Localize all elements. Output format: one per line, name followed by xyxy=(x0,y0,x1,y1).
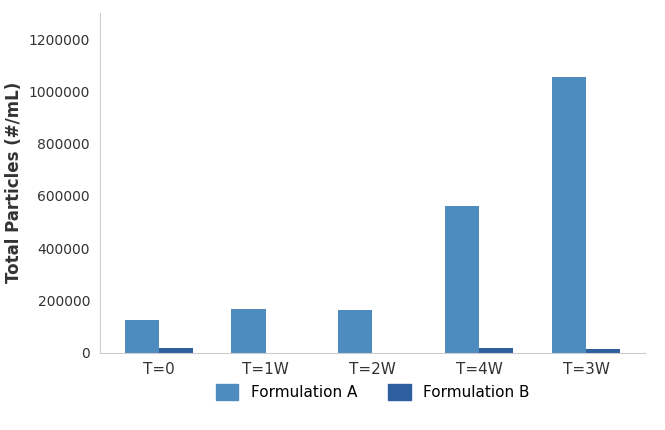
Y-axis label: Total Particles (#/mL): Total Particles (#/mL) xyxy=(5,82,23,283)
Bar xyxy=(231,310,265,353)
Bar xyxy=(445,206,479,353)
Bar xyxy=(586,349,620,353)
Bar xyxy=(552,77,586,353)
Bar xyxy=(159,348,193,353)
Bar xyxy=(124,320,159,353)
Legend: Formulation A, Formulation B: Formulation A, Formulation B xyxy=(209,378,535,406)
Bar xyxy=(479,348,513,353)
Bar xyxy=(338,310,372,353)
